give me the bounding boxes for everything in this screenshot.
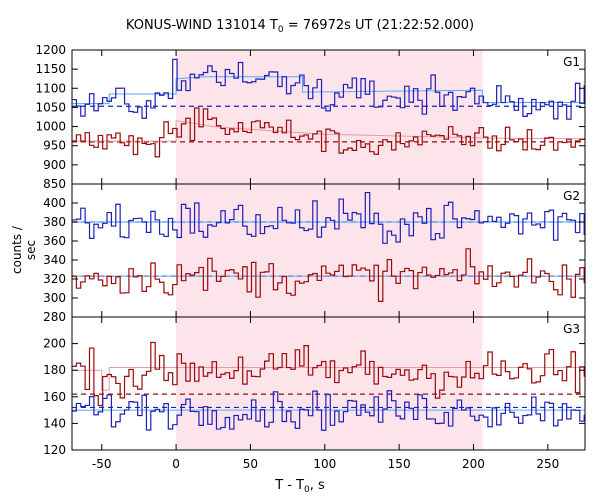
- y-tick-label: 280: [43, 310, 66, 324]
- x-tick-label: 200: [462, 457, 485, 471]
- panel-frame: [71, 316, 586, 451]
- highlight-interval: [176, 50, 483, 450]
- y-tick-label: 1050: [35, 100, 66, 114]
- panel-plot-area: [72, 191, 585, 302]
- panel-plot-area: [72, 58, 585, 158]
- y-tick-label: 140: [43, 416, 66, 430]
- panel-g1: 850 900 950 1000 1050 1100 1150 1200 G1: [35, 43, 586, 191]
- y-tick-label: 380: [43, 215, 66, 229]
- panel-g2: 280 300 320 340 360 380 400 G2: [43, 183, 586, 324]
- model-fit-red: [72, 120, 585, 142]
- panel-label: G1: [563, 55, 580, 69]
- y-tick-label: 200: [43, 337, 66, 351]
- light-curve-red: [72, 107, 585, 158]
- x-tick-label: 0: [172, 457, 180, 471]
- y-tick-label: 340: [43, 253, 66, 267]
- y-tick-label: 300: [43, 291, 66, 305]
- light-curve-red: [72, 341, 585, 407]
- x-tick-label: -50: [92, 457, 112, 471]
- y-tick-label: 950: [43, 139, 66, 153]
- light-curve-blue: [72, 58, 585, 120]
- y-tick-label: 1100: [35, 81, 66, 95]
- x-tick-label: 150: [388, 457, 411, 471]
- model-fit-red: [72, 367, 585, 391]
- y-tick-label: 1150: [35, 62, 66, 76]
- light-curve-blue: [72, 191, 585, 244]
- x-axis-label: T - T0, s: [275, 478, 325, 495]
- x-tick-label: 50: [243, 457, 258, 471]
- y-tick-label: 360: [43, 234, 66, 248]
- panel-plot-area: [72, 341, 585, 431]
- y-tick-label: 160: [43, 390, 66, 404]
- x-tick-label: 100: [313, 457, 336, 471]
- y-tick-label: 1200: [35, 43, 66, 57]
- y-tick-label: 1000: [35, 120, 66, 134]
- y-tick-label: 180: [43, 363, 66, 377]
- light-curve-red: [72, 248, 585, 302]
- y-tick-label: 900: [43, 158, 66, 172]
- x-tick-label: 250: [536, 457, 559, 471]
- panel-g3: 120 140 160 180 200 G3: [43, 316, 586, 457]
- y-tick-label: 850: [43, 177, 66, 191]
- panel-label: G2: [563, 189, 580, 203]
- panel-label: G3: [563, 322, 580, 336]
- y-tick-label: 120: [43, 443, 66, 457]
- model-fit-blue: [72, 76, 585, 105]
- y-tick-label: 400: [43, 196, 66, 210]
- chart-title: KONUS-WIND 131014 T0 = 76972s UT (21:22:…: [125, 18, 475, 35]
- light-curve-blue: [72, 390, 585, 431]
- y-tick-label: 320: [43, 272, 66, 286]
